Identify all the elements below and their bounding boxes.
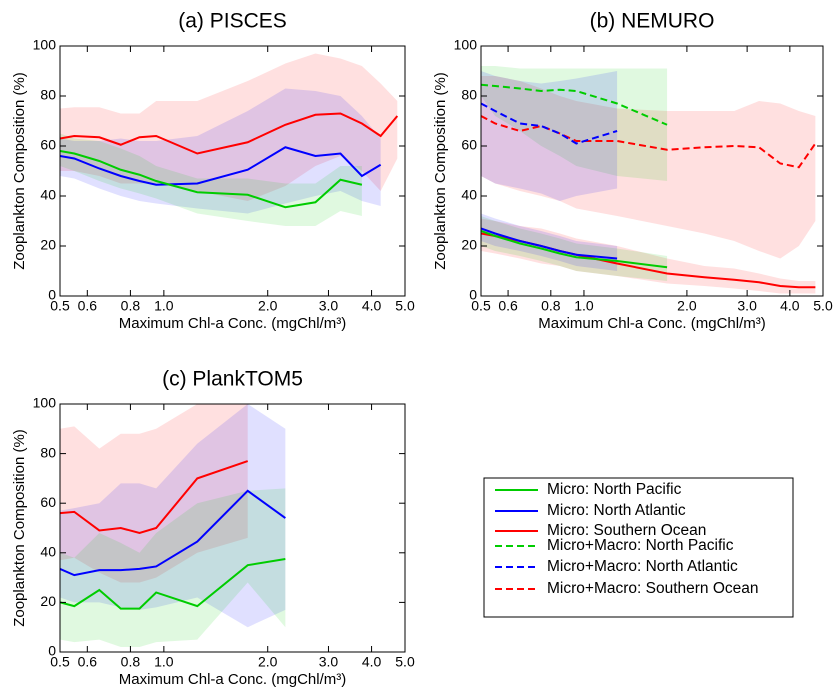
legend-label: Micro+Macro: North Atlantic	[547, 558, 738, 575]
x-tick-label: 0.8	[541, 298, 561, 314]
x-tick-label: 5.0	[395, 298, 415, 314]
y-tick-label: 40	[461, 187, 477, 203]
y-axis-label: Zooplankton Composition (%)	[11, 72, 28, 270]
y-tick-label: 0	[48, 643, 56, 659]
plot-area	[60, 53, 399, 226]
x-tick-label: 3.0	[737, 298, 757, 314]
series-line	[481, 227, 618, 260]
series-line	[60, 150, 363, 209]
legend-label: Micro: North Pacific	[547, 481, 682, 498]
x-axis-label: Maximum Chl-a Conc. (mgChl/m³)	[119, 671, 347, 688]
series-line	[60, 112, 399, 155]
range-band	[481, 66, 668, 181]
series-line	[60, 146, 382, 186]
y-tick-label: 100	[33, 395, 57, 411]
series-line	[60, 460, 249, 534]
panel: 0.5 0.6 0.8 1.0 2.0 3.0 4.0 5.0 0 20 40 60 80 100 (b) …	[432, 10, 833, 332]
chart-title: (a) PISCES	[178, 10, 287, 33]
x-tick-label: 4.0	[362, 298, 382, 314]
legend-label: Micro: North Atlantic	[547, 502, 686, 519]
x-tick-label: 1.0	[154, 298, 174, 314]
range-band	[60, 404, 286, 628]
y-tick-label: 60	[40, 494, 56, 510]
range-band	[481, 218, 816, 294]
x-tick-label: 3.0	[319, 654, 339, 670]
range-band	[481, 76, 816, 259]
x-tick-label: 1.0	[154, 654, 174, 670]
chart-title: (c) PlankTOM5	[162, 368, 303, 391]
y-tick-label: 0	[469, 287, 477, 303]
y-tick-label: 80	[40, 444, 56, 460]
panel: 0.5 0.6 0.8 1.0 2.0 3.0 4.0 5.0 0 20 40 60 80 100 (c) …	[11, 368, 415, 688]
x-tick-label: 2.0	[258, 654, 278, 670]
x-tick-label: 0.5	[471, 298, 491, 314]
y-tick-label: 0	[48, 287, 56, 303]
x-tick-label: 4.0	[780, 298, 800, 314]
axes-frame	[59, 45, 406, 297]
x-axis-label: Maximum Chl-a Conc. (mgChl/m³)	[119, 315, 347, 332]
x-tick-label: 0.6	[78, 298, 98, 314]
legend-label: Micro: Southern Ocean	[547, 522, 706, 539]
x-axis-label: Maximum Chl-a Conc. (mgChl/m³)	[538, 315, 766, 332]
x-tick-label: 0.8	[121, 654, 141, 670]
legend-label: Micro+Macro: Southern Ocean	[547, 580, 759, 597]
axes-frame	[59, 403, 406, 653]
y-tick-label: 80	[461, 87, 477, 103]
y-tick-label: 60	[461, 137, 477, 153]
y-tick-label: 40	[40, 544, 56, 560]
plot-area	[60, 404, 286, 648]
range-band	[481, 71, 618, 201]
plot-area	[481, 66, 817, 294]
y-tick-label: 20	[40, 237, 56, 253]
chart-title: (b) NEMURO	[590, 10, 715, 33]
x-tick-label: 5.0	[395, 654, 415, 670]
series-line	[481, 83, 668, 126]
y-tick-label: 20	[40, 593, 56, 609]
y-axis-label: Zooplankton Composition (%)	[11, 429, 28, 627]
x-tick-label: 3.0	[319, 298, 339, 314]
x-tick-label: 1.0	[574, 298, 594, 314]
x-tick-label: 0.5	[50, 298, 70, 314]
x-tick-label: 2.0	[258, 298, 278, 314]
y-tick-label: 60	[40, 137, 56, 153]
y-tick-label: 40	[40, 187, 56, 203]
x-tick-label: 0.8	[121, 298, 141, 314]
range-band	[60, 488, 286, 648]
y-axis-label: Zooplankton Composition (%)	[432, 72, 449, 270]
range-band	[60, 53, 398, 201]
y-tick-label: 100	[454, 37, 478, 53]
series-line	[60, 558, 286, 610]
y-tick-label: 100	[33, 37, 57, 53]
series-line	[481, 115, 817, 169]
x-tick-label: 4.0	[362, 654, 382, 670]
x-tick-label: 0.6	[78, 654, 98, 670]
panel: 0.5 0.6 0.8 1.0 2.0 3.0 4.0 5.0 0 20 40 60 80 100 (a) …	[11, 10, 415, 332]
x-tick-label: 0.5	[50, 654, 70, 670]
x-tick-label: 0.6	[498, 298, 518, 314]
series-line	[481, 102, 618, 145]
legend-label: Micro+Macro: North Pacific	[547, 537, 734, 554]
y-tick-label: 80	[40, 87, 56, 103]
series-line	[60, 489, 286, 577]
legend-box	[483, 477, 794, 618]
axes-frame	[480, 45, 824, 297]
series-line	[481, 230, 668, 269]
x-tick-label: 5.0	[813, 298, 833, 314]
x-tick-label: 2.0	[677, 298, 697, 314]
y-tick-label: 20	[461, 237, 477, 253]
